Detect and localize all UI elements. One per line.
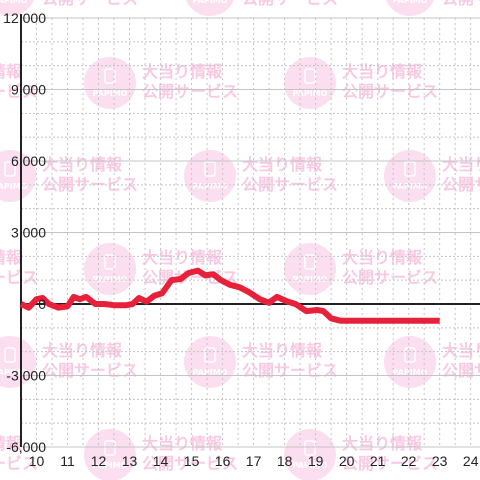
watermark-tile [383, 335, 480, 389]
y-tick-label: -6,000 [6, 439, 46, 455]
x-tick-label: 23 [432, 453, 448, 469]
x-tick-label: 14 [153, 453, 169, 469]
x-tick-label: 12 [91, 453, 107, 469]
x-tick-label: 15 [184, 453, 200, 469]
x-tick-label: 24 [463, 453, 479, 469]
y-tick-label: 12,000 [3, 10, 46, 26]
watermark-tile [383, 149, 480, 203]
x-tick-label: 21 [370, 453, 386, 469]
x-tick-label: 17 [246, 453, 262, 469]
y-tick-label: -3,000 [6, 368, 46, 384]
x-tick-label: 11 [60, 453, 75, 469]
x-tick-label: 13 [122, 453, 138, 469]
watermark-tile [0, 242, 39, 296]
watermark-tile [183, 0, 339, 17]
y-tick-label: 0 [38, 296, 46, 312]
x-tick-label: 16 [215, 453, 231, 469]
x-tick-label: 10 [29, 453, 45, 469]
x-tick-label: 22 [401, 453, 417, 469]
watermark-tile [283, 56, 439, 110]
watermark-tile [383, 0, 480, 17]
x-tick-label: 18 [277, 453, 293, 469]
y-tick-label: 3,000 [11, 225, 46, 241]
x-tick-label: 19 [308, 453, 324, 469]
y-tick-labels: 12,000 9,000 6,000 3,000 0 -3,000 -6,000 [3, 10, 46, 455]
x-tick-labels: 10 11 12 13 14 15 16 17 18 19 20 21 22 23 24 [29, 453, 479, 469]
x-tick-label: 20 [339, 453, 355, 469]
watermark-tile [283, 242, 439, 296]
y-tick-label: 9,000 [11, 82, 46, 98]
series-layer [19, 267, 440, 324]
y-tick-label: 6,000 [11, 153, 46, 169]
series-line [19, 267, 440, 324]
